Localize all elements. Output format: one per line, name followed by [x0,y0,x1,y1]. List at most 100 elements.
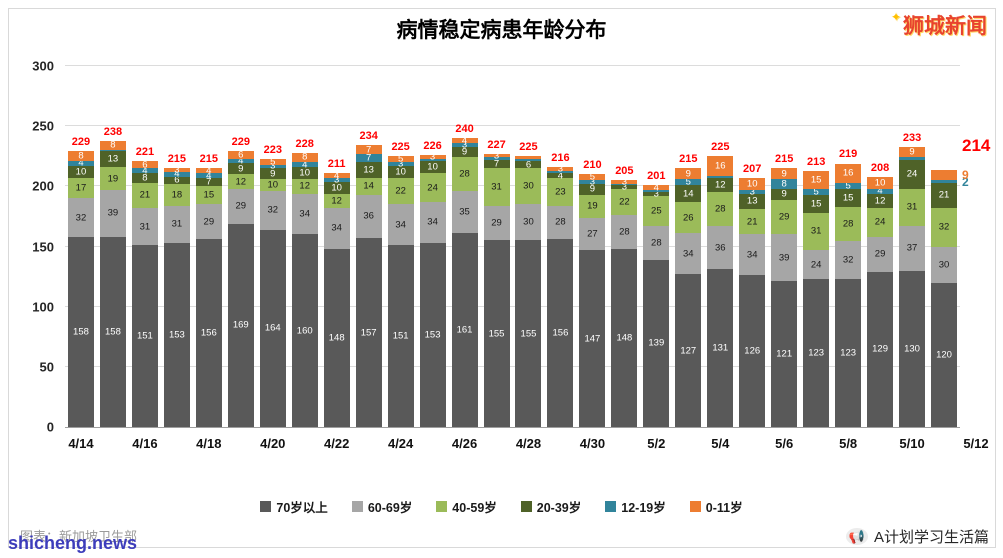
bar-segment: 32 [835,240,862,279]
bar-segment [643,189,670,193]
bar-segment: 21 [131,182,158,208]
segment-value-label: 7 [493,158,500,170]
bar-segment: 12 [291,179,318,194]
megaphone-icon: 📢 [845,528,868,545]
bar-total-label: 227 [487,138,506,151]
bar-total-label: 233 [902,131,922,144]
y-tick-label: 150 [32,239,54,254]
segment-value-label: 158 [105,326,121,338]
bar-segment: 30 [515,204,542,241]
bar-total-label: 215 [679,153,698,166]
legend-label: 70岁以上 [276,501,328,515]
bar-segment: 148 [611,248,638,427]
bar-segment: 8 [771,179,798,189]
y-tick-label: 250 [32,118,54,134]
segment-value-label: 23 [555,186,566,197]
legend-swatch [689,501,701,512]
bar-total-label: 225 [711,141,730,154]
bar-total-label: 228 [295,137,314,150]
segment-value-label: 6 [142,158,148,170]
bar-total-label: 211 [327,158,346,171]
segment-value-label: 30 [523,216,534,228]
segment-value-label: 32 [938,221,950,233]
bar-segment: 32 [67,198,94,237]
bar-segment: 10 [67,165,94,178]
segment-value-label: 31 [171,218,183,230]
bar-segment: 31 [163,205,190,243]
bar-total-label: 201 [647,170,666,183]
bar-segment: 153 [419,242,446,427]
gridline [65,125,960,127]
bar-segment: 4 [643,183,670,192]
segment-value-label: 7 [206,176,212,188]
bar-segment: 35 [451,191,478,234]
segment-value-label: 24 [906,168,918,180]
legend-swatch [520,501,532,512]
bar-total-label: 215 [199,153,218,166]
segment-value-label: 29 [203,216,215,228]
bar-group: 127 34 26 14 5 9 [675,168,702,427]
bar-segment: 31 [803,212,830,251]
segment-value-label: 8 [142,172,148,184]
segment-value-label: 19 [587,200,598,212]
bar-group: 155 29 31 7 3 [483,151,510,427]
x-tick-label: 5/4 [711,436,730,451]
bar-segment: 31 [131,208,158,246]
bar-total-label: 225 [519,141,538,154]
y-axis: 0 50 100 150 200 250 300 [18,59,60,435]
bar-group: 157 36 14 13 7 7 [355,143,382,427]
bar-segment: 36 [355,194,382,239]
bar-segment: 9 [931,169,969,181]
x-tick-label: 5/2 [647,436,666,451]
bar-segment: 15 [195,186,222,205]
segment-value-label: 15 [203,189,215,201]
x-tick-label: 4/16 [132,436,158,451]
segment-value-label: 155 [520,327,537,339]
bar-total-label: 219 [838,148,858,161]
bar-segment: 4 [67,159,94,168]
legend-label: 12-19岁 [621,501,666,515]
segment-value-label: 130 [904,343,920,355]
bar-segment: 24 [419,173,446,202]
x-tick-label: 5/10 [899,436,925,451]
bar-group: 156 28 23 4 3 [547,164,574,427]
x-tick-label: 5/12 [963,436,989,451]
bar-segment: 164 [259,229,286,427]
segment-value-label: 31 [491,181,502,193]
segment-value-label: 39 [778,252,790,264]
bar-segment: 9 [259,168,286,180]
segment-value-label: 15 [810,173,822,185]
x-tick-label: 4/30 [579,436,606,451]
bar-group: 156 29 15 7 4 4 [195,166,222,427]
segment-value-label: 16 [714,160,726,172]
bar-segment: 32 [259,191,286,230]
bar-segment: 123 [803,279,830,427]
bar-segment: 34 [323,208,350,249]
segment-value-label: 12 [235,175,247,187]
bar-group: 169 29 12 9 4 6 [227,150,254,427]
segment-value-label: 10 [874,177,886,188]
bar-segment: 28 [451,157,478,192]
segment-value-label: 21 [746,216,758,228]
gridline [65,185,960,187]
segment-value-label: 7 [366,143,372,155]
bar-segment [707,175,734,178]
bar-segment: 4 [195,171,222,180]
segment-value-label: 129 [872,343,888,355]
bar-segment: 29 [227,188,254,224]
bar-segment: 28 [707,192,734,227]
bar-segment: 7 [355,153,382,162]
segment-value-label: 148 [328,332,345,344]
segment-value-label: 8 [78,150,84,162]
segment-value-label: 34 [395,219,406,231]
bar-total-label: 225 [391,141,410,154]
bar-total-label: 221 [135,146,155,159]
segment-value-label: 13 [746,195,758,207]
bar-segment: 14 [355,177,382,195]
bar-segment: 17 [67,177,94,199]
legend-item: 12-19岁 [605,497,666,516]
bar-segment: 10 [259,179,286,192]
bar-group: 151 31 21 8 4 6 [131,158,158,427]
bar-segment: 6 [515,160,542,169]
bar-total-label: 210 [583,159,602,172]
